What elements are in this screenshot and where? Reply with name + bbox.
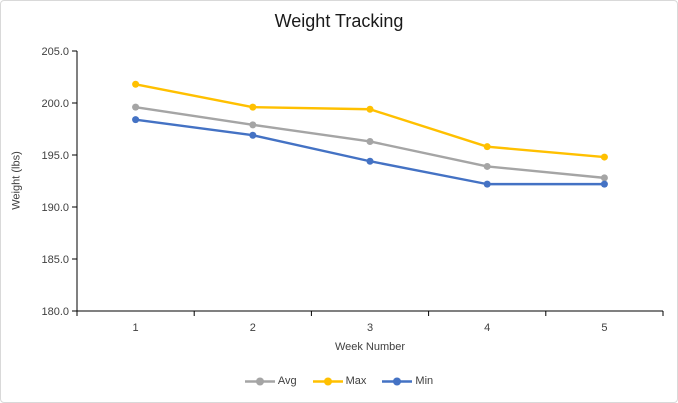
y-tick-label: 195.0 [41,150,69,162]
x-tick-label: 1 [133,322,139,334]
series-line-max [134,83,606,159]
legend-item-max: Max [312,375,367,387]
data-point-avg-week-2 [249,121,257,129]
chart-legend: Avg Max Min [1,375,677,387]
data-point-avg-week-4 [483,162,491,170]
y-tick-label: 205.0 [41,46,69,58]
data-point-avg-week-3 [366,137,374,145]
legend-item-avg: Avg [244,375,297,387]
data-point-min-week-1 [132,116,140,124]
y-tick-label: 180.0 [41,306,69,318]
legend-label-max: Max [345,375,367,387]
data-point-max-week-3 [366,105,374,113]
data-point-avg-week-1 [132,103,140,111]
legend-label-avg: Avg [277,375,297,387]
legend-swatch-avg-icon [244,377,275,385]
data-point-avg-week-5 [600,174,608,182]
legend-swatch-min-icon [382,377,413,385]
data-point-min-week-2 [249,131,257,139]
y-axis-title: Weight (lbs) [10,151,23,210]
data-point-max-week-2 [249,103,257,111]
x-axis-title: Week Number [334,341,406,353]
data-point-min-week-3 [366,157,374,165]
y-tick-label: 190.0 [41,202,69,214]
x-tick-label: 3 [367,322,373,334]
x-tick-label: 5 [601,322,607,334]
legend-item-min: Min [382,375,433,387]
x-tick-label: 2 [250,322,256,334]
data-point-max-week-5 [600,153,608,161]
y-tick-label: 185.0 [41,254,69,266]
data-point-max-week-1 [132,80,140,88]
legend-label-min: Min [415,375,434,387]
data-point-min-week-5 [600,180,608,188]
data-point-max-week-4 [483,143,491,151]
legend-swatch-max-icon [312,377,343,385]
y-tick-label: 200.0 [41,98,69,110]
chart-title: Weight Tracking [274,11,404,31]
data-point-min-week-4 [483,180,491,188]
x-tick-label: 4 [484,322,490,334]
